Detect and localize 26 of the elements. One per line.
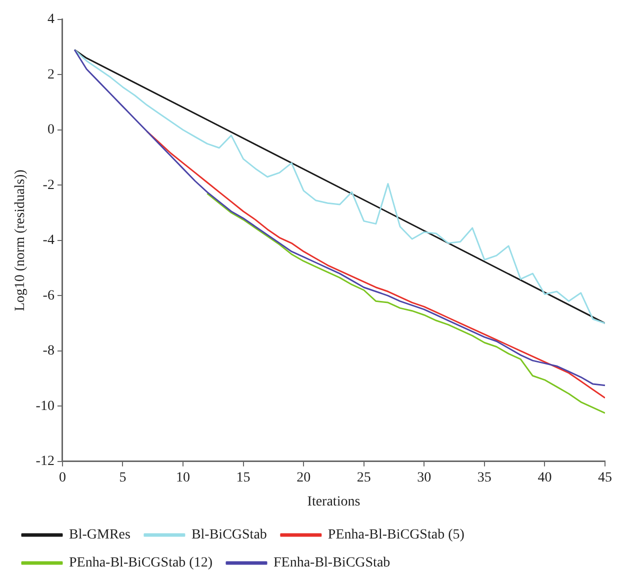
y-tick-label: -8	[42, 344, 54, 359]
x-tick-label: 10	[176, 470, 190, 486]
y-tick-label: -10	[36, 398, 54, 414]
y-tick-label: 2	[47, 67, 54, 82]
x-tick-label: 35	[477, 470, 492, 486]
legend-label: Bl-BiCGStab	[191, 528, 267, 543]
x-tick-label: 25	[356, 470, 371, 486]
y-tick-label: -12	[36, 454, 54, 470]
legend-label: FEnha-Bl-BiCGStab	[273, 556, 390, 571]
legend-label: PEnha-Bl-BiCGStab (5)	[328, 528, 465, 543]
x-axis-title: Iterations	[307, 494, 360, 510]
x-tick-label: 45	[598, 470, 612, 486]
x-tick-label: 20	[296, 470, 311, 486]
x-tick-label: 5	[119, 470, 126, 486]
y-tick-label: -6	[42, 288, 54, 304]
x-tick-label: 30	[417, 470, 432, 486]
legend-label: PEnha-Bl-BiCGStab (12)	[69, 556, 213, 571]
y-tick-label: -2	[42, 178, 54, 193]
y-tick-label: 4	[47, 12, 54, 28]
y-axis-title: Log10 (norm (residuals))	[13, 169, 28, 312]
y-tick-label: -4	[42, 233, 54, 248]
x-tick-label: 40	[538, 470, 552, 486]
x-tick-label: 0	[58, 470, 66, 486]
y-tick-label: 0	[47, 122, 54, 138]
legend-label: Bl-GMRes	[69, 528, 130, 543]
x-tick-label: 15	[236, 470, 250, 486]
